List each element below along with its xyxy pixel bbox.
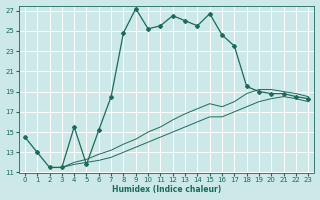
X-axis label: Humidex (Indice chaleur): Humidex (Indice chaleur) (112, 185, 221, 194)
